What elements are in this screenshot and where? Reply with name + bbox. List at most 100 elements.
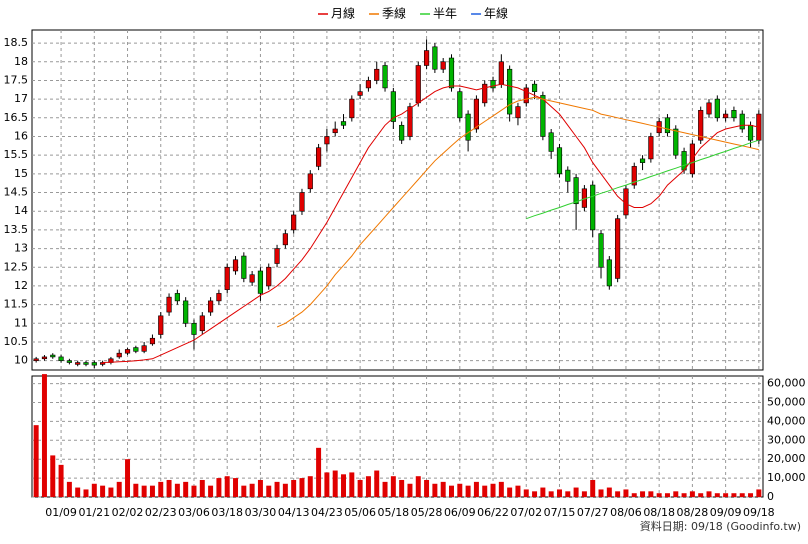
candle-body [747, 124, 754, 141]
volume-bar [316, 447, 322, 497]
volume-bar [731, 493, 737, 497]
volume-bar [432, 483, 438, 497]
y-tick-label: 12 [14, 279, 28, 292]
volume-bar [357, 479, 363, 497]
candle-body [357, 91, 363, 96]
x-tick-label: 09/18 [743, 506, 775, 519]
x-tick-label: 05/18 [377, 506, 409, 519]
volume-tick-label: 40,000 [767, 414, 806, 427]
candle-body [465, 113, 471, 141]
volume-bar [116, 481, 122, 497]
candle-body [166, 296, 172, 313]
volume-bar [390, 476, 396, 497]
y-tick-label: 11 [14, 316, 28, 329]
volume-bar [681, 493, 687, 497]
volume-bar [41, 374, 47, 497]
volume-bar [573, 487, 579, 497]
legend-label: 年線 [484, 6, 508, 21]
candle-body [390, 91, 396, 122]
volume-bar [266, 485, 272, 497]
volume-bar [623, 489, 629, 497]
candle-body [631, 166, 637, 186]
volume-bar [457, 483, 463, 497]
volume-bar [349, 472, 355, 497]
volume-bar [249, 483, 255, 497]
candle-body [141, 345, 147, 352]
volume-bar [332, 470, 338, 497]
x-tick-label: 09/09 [710, 506, 742, 519]
candle-body [490, 80, 496, 89]
candle-body [399, 124, 405, 141]
candle-body [124, 349, 131, 354]
candle-body [415, 65, 421, 104]
volume-bar [556, 489, 562, 497]
x-tick-label: 04/23 [311, 506, 343, 519]
volume-bar [66, 481, 72, 497]
volume-bar [590, 479, 596, 497]
volume-bar [714, 493, 720, 497]
volume-bar [407, 483, 413, 497]
volume-bar [648, 491, 654, 497]
volume-bar [125, 459, 131, 497]
candle-body [756, 113, 762, 141]
volume-bar [698, 493, 704, 497]
volume-bar [598, 489, 604, 497]
volume-bar [341, 474, 346, 497]
volume-bar [91, 483, 97, 497]
volume-bar [565, 491, 571, 497]
volume-bar [415, 476, 421, 497]
volume-bar [615, 491, 621, 497]
volume-bar [58, 464, 64, 497]
volume-tick-label: 60,000 [767, 377, 806, 390]
volume-bar [216, 478, 222, 497]
volume-bar [108, 487, 114, 497]
y-tick-label: 14.5 [4, 186, 29, 199]
volume-tick-label: 0 [767, 490, 774, 503]
volume-bar [673, 491, 679, 497]
candle-body [174, 293, 180, 302]
candle-body [482, 83, 488, 104]
volume-bar [158, 481, 164, 497]
candle-body [598, 233, 604, 268]
candle-body [224, 266, 230, 290]
volume-bar [689, 491, 695, 497]
x-tick-label: 01/09 [45, 506, 77, 519]
x-tick-label: 03/06 [178, 506, 210, 519]
volume-bar [523, 489, 529, 497]
candle-body [531, 83, 538, 92]
y-tick-label: 14 [14, 204, 28, 217]
x-tick-label: 05/28 [411, 506, 443, 519]
candle-body [75, 362, 81, 365]
volume-bar [748, 493, 754, 497]
candle-body [316, 147, 322, 167]
volume-bar [307, 476, 313, 497]
volume-bar [756, 489, 762, 497]
legend-label: 月線 [331, 6, 355, 21]
candle-body [706, 102, 712, 115]
candle-body [41, 356, 48, 360]
candle-body [698, 110, 704, 141]
volume-bar [656, 493, 662, 497]
volume-bar [141, 485, 147, 497]
candle-body [332, 128, 338, 134]
volume-tick-label: 50,000 [767, 395, 806, 408]
x-tick-label: 02/23 [145, 506, 177, 519]
volume-bar [449, 485, 454, 497]
volume-bar [83, 489, 89, 497]
candle-body [349, 98, 355, 119]
volume-bar [382, 481, 388, 497]
volume-bar [274, 481, 280, 497]
volume-bar [50, 455, 56, 497]
x-tick-label: 06/09 [444, 506, 476, 519]
volume-bar [149, 485, 155, 497]
volume-bar [324, 472, 330, 497]
volume-bar [532, 491, 538, 497]
x-tick-label: 06/22 [477, 506, 509, 519]
candle-body [515, 106, 521, 119]
ma-line [102, 83, 759, 363]
x-tick-label: 08/06 [610, 506, 642, 519]
y-tick-label: 11.5 [4, 298, 29, 311]
x-tick-label: 01/21 [78, 506, 110, 519]
volume-tick-label: 20,000 [767, 452, 806, 465]
x-tick-label: 02/02 [112, 506, 144, 519]
